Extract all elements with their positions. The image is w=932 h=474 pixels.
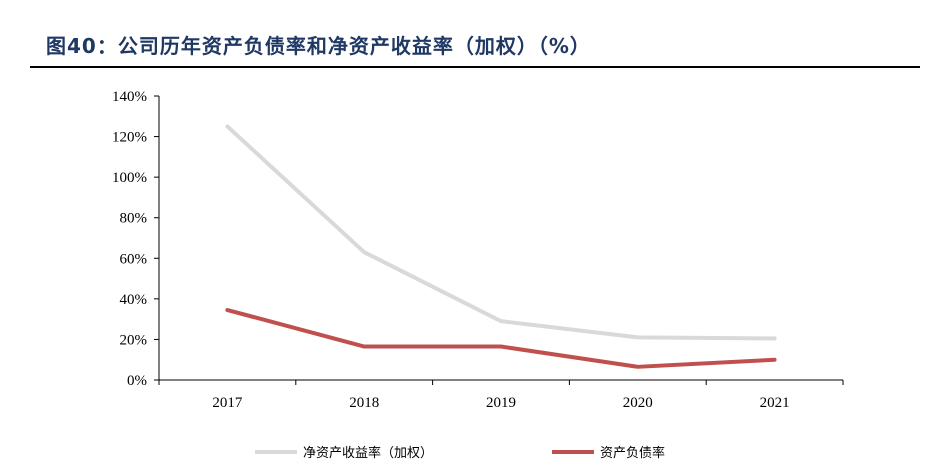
y-tick-label: 100% <box>112 170 147 186</box>
y-tick-label: 20% <box>120 332 148 348</box>
x-tick-label: 2017 <box>212 395 243 411</box>
x-tick-label: 2018 <box>349 395 379 411</box>
legend-label-1: 净资产收益率（加权） <box>303 445 433 461</box>
series-line-2 <box>225 308 777 369</box>
x-tick-label: 2021 <box>760 395 790 411</box>
series-line-1 <box>225 124 777 341</box>
y-tick-label: 0% <box>127 373 147 389</box>
y-tick-label: 140% <box>112 89 147 105</box>
x-tick-label: 2019 <box>486 395 516 411</box>
y-tick-label: 60% <box>120 251 148 267</box>
title-divider <box>30 66 920 68</box>
chart-title: 图40：公司历年资产负债率和净资产收益率（加权）（%） <box>46 34 591 58</box>
y-tick-label: 80% <box>120 211 148 227</box>
x-tick-label: 2020 <box>623 395 653 411</box>
legend-label-2: 资产负债率 <box>600 445 665 461</box>
y-tick-label: 40% <box>120 292 148 308</box>
y-tick-label: 120% <box>112 130 147 146</box>
